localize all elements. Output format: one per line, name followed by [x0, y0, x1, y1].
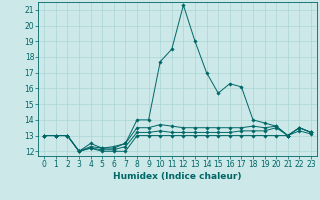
- X-axis label: Humidex (Indice chaleur): Humidex (Indice chaleur): [113, 172, 242, 181]
